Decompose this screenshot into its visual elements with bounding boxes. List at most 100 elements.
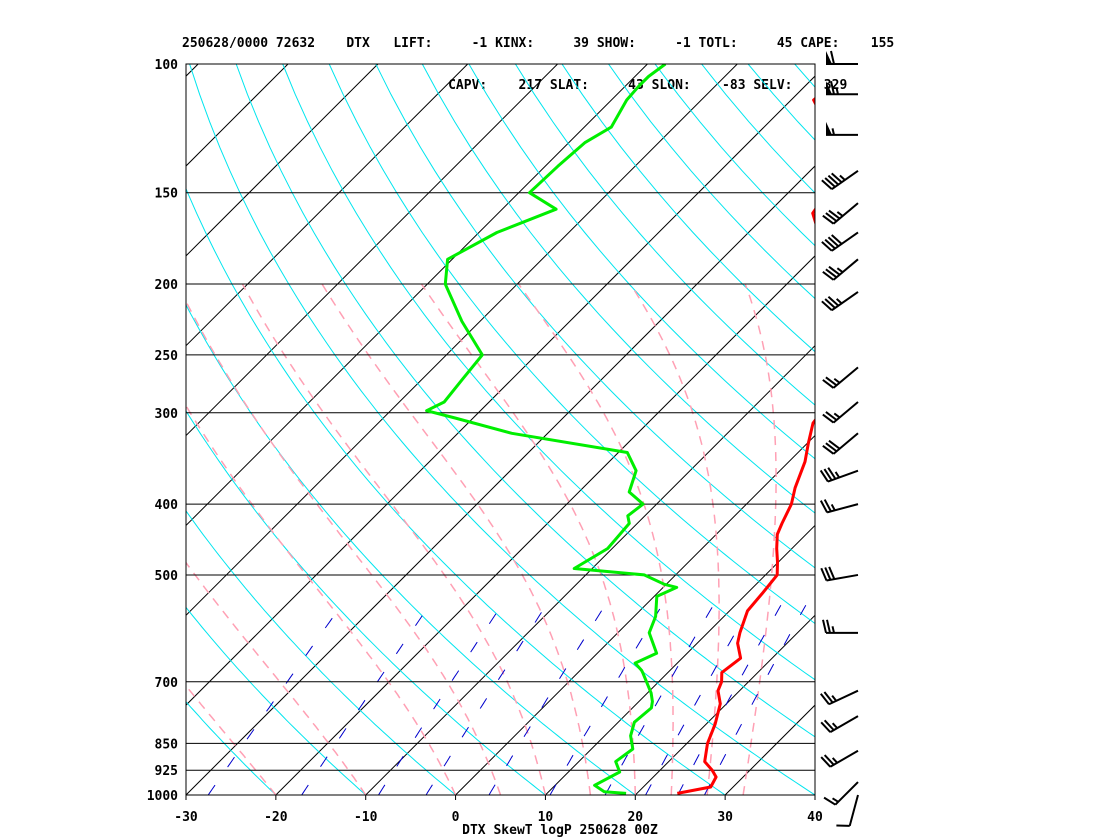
wind-barb-full [823, 796, 836, 806]
moist-adiabat-line [420, 283, 637, 795]
wind-barb-half [833, 412, 841, 419]
isotherm-line [365, 345, 815, 795]
wind-barb-full [824, 177, 836, 188]
pressure-tick-label: 250 [155, 349, 179, 364]
pressure-tick-label: 200 [155, 278, 179, 293]
pressure-tick-label: 100 [155, 58, 179, 73]
wind-barb-full [825, 212, 838, 222]
wind-barb-full [822, 271, 835, 281]
mixing-ratio-line [207, 604, 342, 795]
pressure-tick-label: 150 [155, 187, 179, 202]
pressure-tick-label: 925 [155, 764, 178, 779]
wind-barb-full [819, 693, 830, 705]
wind-barb [819, 499, 859, 514]
dry-adiabat-line [654, 64, 815, 247]
wind-barb [826, 121, 858, 136]
wind-barb [821, 291, 859, 312]
wind-barb [820, 749, 859, 768]
wind-barb [822, 619, 858, 634]
isotherm-line [724, 704, 815, 795]
moist-adiabat-line [186, 404, 457, 795]
temperature-tick-label: -20 [264, 810, 288, 825]
wind-barb-full [828, 439, 841, 450]
wind-barb-full [822, 379, 835, 389]
wind-barb [822, 258, 859, 281]
wind-barb-full [828, 265, 841, 276]
dry-adiabat-line [186, 410, 546, 795]
wind-barb [820, 566, 859, 582]
temperature-tick-label: 10 [538, 810, 554, 825]
wind-barb-full [820, 567, 828, 581]
wind-barb-full [828, 566, 836, 580]
wind-barb-full [828, 209, 841, 220]
temperature-tick-label: 0 [452, 810, 460, 825]
dry-adiabat-line [841, 64, 1120, 795]
temperature-tick-label: -10 [354, 810, 378, 825]
pressure-tick-label: 500 [155, 569, 179, 584]
wind-barb-half [831, 757, 838, 764]
sounding-profiles [425, 64, 815, 795]
mixing-ratio-line [378, 604, 502, 795]
wind-barb-full [827, 295, 840, 307]
mixing-ratio-line [549, 604, 663, 795]
wind-barb-half [839, 174, 846, 181]
wind-barb-full [822, 214, 835, 225]
wind-barb-pennant [826, 51, 832, 64]
wind-barb-half [832, 797, 839, 803]
moist-adiabat-line [321, 283, 592, 795]
temperature-tick-label: 20 [627, 810, 643, 825]
temperature-tick-label: 30 [717, 810, 733, 825]
wind-barb-full [819, 500, 828, 513]
isotherm-line [186, 64, 289, 167]
dry-adiabat-line [608, 64, 815, 300]
isotherm-line [186, 64, 469, 347]
temperature-tick-label: 40 [807, 810, 823, 825]
wind-barb-full [824, 298, 836, 309]
wind-barb-full [822, 619, 827, 634]
moist-adiabat-line [629, 283, 720, 795]
isotherm-line [455, 434, 815, 795]
wind-barb-staff [832, 366, 859, 389]
isotherm-line [634, 614, 815, 795]
wind-barb [821, 170, 859, 190]
wind-barb-staff [826, 573, 859, 582]
moist-adiabat-line [517, 283, 674, 795]
isotherm-line [186, 64, 558, 437]
mixing-ratio-line [604, 604, 714, 795]
dewpoint-profile-line [425, 64, 679, 795]
wind-barb-staff [828, 689, 859, 706]
moist-adiabat-line [241, 283, 547, 795]
dry-adiabat-line [186, 510, 456, 795]
wind-barb-full [825, 411, 838, 421]
dry-adiabat-line [888, 64, 1120, 795]
wind-barb-full [823, 691, 834, 704]
wind-barb [822, 432, 859, 455]
wind-barb-full [826, 619, 831, 634]
wind-barb [820, 715, 859, 733]
dry-adiabat-line [468, 64, 815, 460]
wind-barb-full [831, 234, 843, 245]
wind-barb-half [836, 211, 844, 217]
wind-barb-staff [834, 781, 859, 806]
wind-barb-half [835, 87, 839, 95]
wind-barb-staff [832, 401, 859, 424]
wind-barb-full [827, 174, 840, 186]
dry-adiabat-line [375, 64, 815, 569]
wind-barb-staff [829, 749, 859, 768]
wind-barb-full [823, 468, 833, 481]
dry-adiabat-line [421, 64, 815, 514]
wind-barb [836, 794, 859, 827]
dry-adiabat-line [747, 64, 815, 141]
wind-barb [822, 401, 859, 424]
wind-barb-full [827, 236, 840, 247]
pressure-tick-label: 400 [155, 498, 179, 513]
wind-barb-half [831, 128, 835, 136]
wind-barb-pennant [826, 81, 832, 95]
wind-barb-half [834, 471, 841, 479]
wind-barb [826, 81, 858, 96]
wind-barb-staff [832, 432, 859, 455]
isotherm-line [814, 794, 815, 795]
temperature-tick-label: -30 [174, 810, 198, 825]
